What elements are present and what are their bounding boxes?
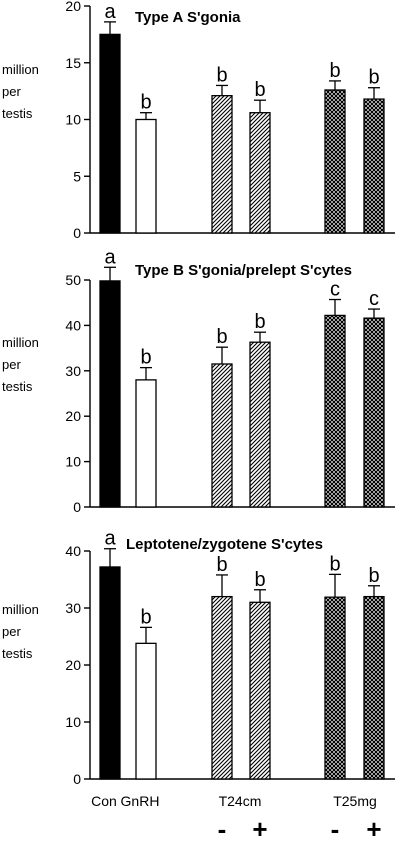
bar [324,596,346,780]
bar [99,33,121,234]
y-axis-label: million [2,62,39,77]
significance-letter: b [368,565,379,587]
significance-letter: a [104,528,116,550]
x-group-label: Con [91,793,117,809]
significance-letter: b [254,79,265,101]
significance-letter: b [140,606,151,628]
y-axis-label: million [2,602,39,617]
x-group-label: T24cm [219,793,262,809]
bar [211,595,233,780]
bar [135,118,157,234]
panel-title: Type A S'gonia [135,9,241,26]
significance-letter: b [329,553,340,575]
significance-letter: b [216,64,227,86]
panels-layer: 0 5 10 15 20 million per testis a b b b b b Type A S'g… [2,0,395,787]
panel-title: Leptotene/zygotene S'cytes [126,536,323,553]
significance-letter: b [254,311,265,333]
chart-panel: 010203040millionpertestisabbbbbLeptotene… [2,528,395,787]
bar [249,341,271,508]
bar [249,601,271,780]
y-tick-label: 40 [65,543,81,559]
bar [363,98,385,234]
treatment-sign: - [218,814,227,841]
y-tick-label: 30 [65,600,81,616]
y-tick-label: 50 [65,272,81,288]
y-tick-label: 40 [65,317,81,333]
y-tick-label: 5 [73,168,81,184]
y-tick-label: 10 [65,714,81,730]
significance-letter: c [369,288,379,310]
bar [249,112,271,234]
x-axis-labels: Con GnRH T24cm T25mg- + - + [91,793,381,844]
significance-letter: b [216,554,227,576]
bar [99,280,121,508]
bar [211,363,233,508]
significance-letter: c [330,279,340,301]
significance-letter: b [140,347,151,369]
bar [363,317,385,508]
bar [135,642,157,780]
significance-letter: b [368,67,379,89]
bar [135,379,157,508]
x-group-label: T25mg [333,793,377,809]
panel-title: Type B S'gonia/prelept S'cytes [135,262,352,279]
bar [324,89,346,234]
y-tick-label: 30 [65,363,81,379]
bar [324,314,346,508]
y-axis-label: testis [2,646,33,661]
y-tick-label: 10 [65,112,81,128]
bar [99,566,121,780]
chart-panel: 0 5 10 15 20 million per testis a b b b b b Type A S'g… [2,0,395,241]
y-tick-label: 20 [65,657,81,673]
y-tick-label: 20 [65,408,81,424]
treatment-sign: + [366,814,381,841]
y-tick-label: 0 [73,225,81,241]
significance-letter: a [104,246,116,268]
significance-letter: b [329,60,340,82]
y-axis-label: testis [2,106,33,121]
treatment-sign: - [331,814,340,841]
bar [363,595,385,780]
y-axis-label: per [2,357,21,372]
y-tick-label: 0 [73,771,81,787]
y-axis-label: testis [2,379,33,394]
significance-letter: a [104,1,116,23]
significance-letter: b [140,92,151,114]
y-axis-label: per [2,624,21,639]
y-axis-label: per [2,84,21,99]
y-tick-label: 15 [65,55,81,71]
y-axis-label: million [2,335,39,350]
significance-letter: b [254,569,265,591]
y-tick-label: 20 [65,0,81,14]
y-tick-label: 0 [73,499,81,515]
treatment-sign: + [252,814,267,841]
bar [211,95,233,234]
y-tick-label: 10 [65,454,81,470]
significance-letter: b [216,326,227,348]
x-group-label: GnRH [121,793,160,809]
